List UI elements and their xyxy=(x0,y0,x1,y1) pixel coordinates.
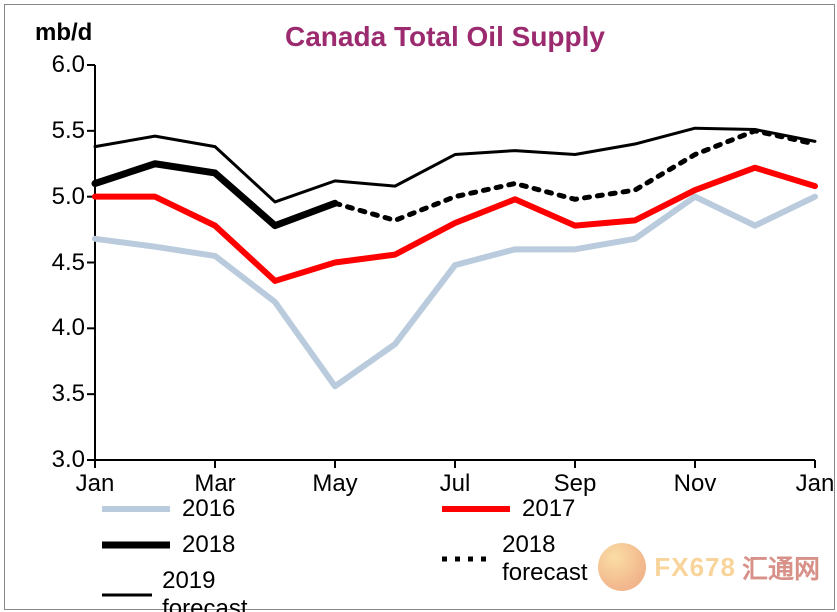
legend-swatch xyxy=(100,535,172,555)
chart-container: mb/d Canada Total Oil Supply 3.03.54.04.… xyxy=(4,4,835,610)
plot-area xyxy=(85,55,825,470)
watermark: FX678 汇通网 xyxy=(598,543,820,591)
legend-label: 2016 xyxy=(182,495,235,523)
x-tick-label: Sep xyxy=(535,470,615,498)
legend-label: 2019 forecast xyxy=(162,567,267,612)
legend-item: 2018 forecast xyxy=(440,531,607,587)
x-tick-label: Nov xyxy=(655,470,735,498)
watermark-cn-text: 汇通网 xyxy=(742,549,820,586)
chart-title: Canada Total Oil Supply xyxy=(205,21,685,53)
legend-swatch xyxy=(100,499,172,519)
series-line xyxy=(95,128,815,202)
legend-swatch xyxy=(440,499,512,519)
y-tick-label: 5.0 xyxy=(30,183,85,211)
y-tick-label: 4.0 xyxy=(30,314,85,342)
legend-label: 2018 forecast xyxy=(502,531,607,587)
legend-item: 2017 xyxy=(440,495,575,523)
x-tick-label: May xyxy=(295,470,375,498)
y-tick-label: 4.5 xyxy=(30,249,85,277)
y-tick-label: 3.5 xyxy=(30,380,85,408)
legend-swatch xyxy=(440,549,492,569)
x-tick-label: Mar xyxy=(175,470,255,498)
x-tick-label: Jan xyxy=(775,470,837,498)
legend-item: 2016 xyxy=(100,495,235,523)
x-tick-label: Jul xyxy=(415,470,495,498)
legend-label: 2018 xyxy=(182,531,235,559)
watermark-fx-text: FX678 xyxy=(654,552,736,583)
legend-item: 2018 xyxy=(100,531,235,559)
y-tick-label: 6.0 xyxy=(30,51,85,79)
legend-label: 2017 xyxy=(522,495,575,523)
series-line xyxy=(335,131,815,221)
y-axis-unit-label: mb/d xyxy=(35,19,92,47)
legend-item: 2019 forecast xyxy=(100,567,267,612)
y-tick-label: 5.5 xyxy=(30,117,85,145)
x-tick-label: Jan xyxy=(55,470,135,498)
legend-swatch xyxy=(100,585,152,605)
